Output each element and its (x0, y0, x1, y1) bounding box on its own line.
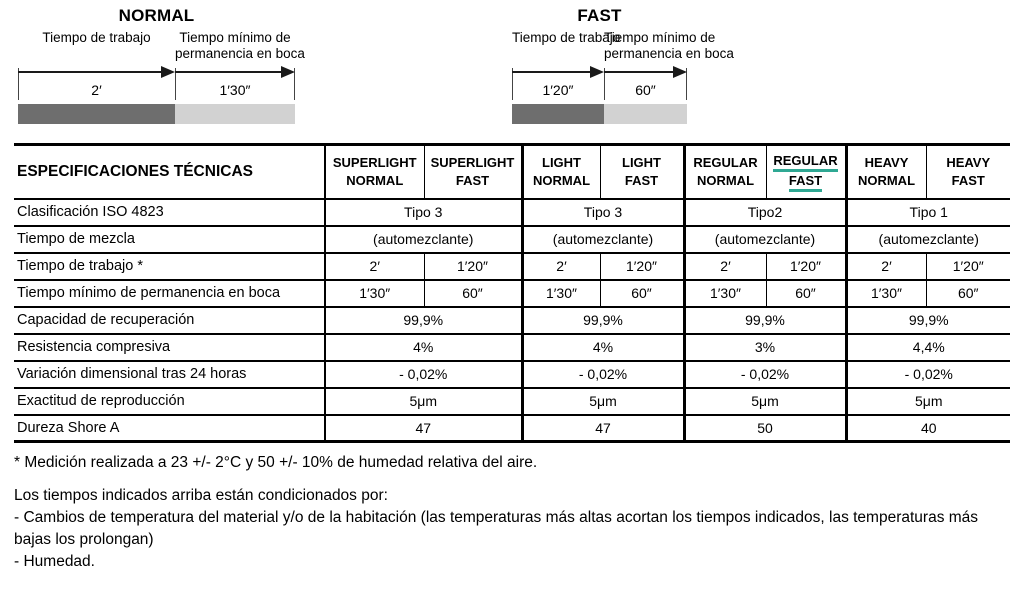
column-header-light-fast: LIGHT FAST (599, 144, 684, 200)
column-header-heavy-fast: HEAVY FAST (925, 144, 1010, 200)
diagram-labels: Tiempo de trabajo Tiempo mínimo de perma… (18, 30, 305, 66)
tick-middle (175, 68, 176, 100)
column-header-heavy-normal: HEAVY NORMAL (844, 144, 926, 200)
table-row-reproduction-accuracy: Exactitud de reproducción 5μm 5μm 5μm 5μ… (14, 387, 1010, 416)
working-time-bar (512, 104, 604, 124)
condition-temperature: - Cambios de temperatura del material y/… (14, 509, 979, 548)
column-header-light-normal: LIGHT NORMAL (520, 144, 600, 200)
spec-table-container: ESPECIFICACIONES TÉCNICAS SUPERLIGHT NORM… (14, 143, 1010, 443)
tick-start (18, 68, 19, 100)
working-time-value: 2′ (91, 82, 102, 98)
arrow-right-icon (175, 66, 295, 78)
condition-humidity: - Humedad. (14, 553, 95, 570)
mouth-time-bar (604, 104, 687, 124)
table-row-recovery: Capacidad de recuperación 99,9% 99,9% 99… (14, 306, 1010, 335)
arrow-right-icon (512, 66, 604, 78)
arrow-right-icon (604, 66, 687, 78)
measurement-note: * Medición realizada a 23 +/- 2°C y 50 +… (14, 454, 538, 471)
conditions-intro: Los tiempos indicados arriba están condi… (14, 487, 388, 504)
mouth-time-label: Tiempo mínimo de permanencia en boca (175, 30, 305, 61)
tick-start (512, 68, 513, 100)
diagram-axis: 1′20″ 60″ (512, 66, 687, 102)
tick-end (686, 68, 687, 100)
mouth-time-bar (175, 104, 295, 124)
table-row-working-time: Tiempo de trabajo * 2′ 1′20″ 2′ 1′20″ 2′… (14, 252, 1010, 281)
footnotes: * Medición realizada a 23 +/- 2°C y 50 +… (14, 452, 1016, 573)
table-row-mixing-time: Tiempo de mezcla (automezclante) (autome… (14, 225, 1010, 254)
table-row-mouth-time: Tiempo mínimo de permanencia en boca 1′3… (14, 279, 1010, 308)
table-row-dimensional-variation: Variación dimensional tras 24 horas - 0,… (14, 360, 1010, 389)
working-time-bar (18, 104, 175, 124)
timeline-diagram-fast: FAST Tiempo de trabajo Tiempo mínimo de … (512, 6, 734, 124)
working-time-label: Tiempo de trabajo (42, 30, 151, 45)
diagram-labels: Tiempo de trabajo Tiempo mínimo de perma… (512, 30, 734, 66)
working-time-value: 1′20″ (542, 82, 574, 98)
diagram-title-normal: NORMAL (118, 6, 195, 25)
tick-middle (604, 68, 605, 100)
spec-table: ESPECIFICACIONES TÉCNICAS SUPERLIGHT NORM… (14, 143, 1010, 443)
column-header-superlight-fast: SUPERLIGHT FAST (423, 144, 522, 200)
timeline-bar (18, 104, 295, 124)
diagram-axis: 2′ 1′30″ (18, 66, 295, 102)
header-row: ESPECIFICACIONES TÉCNICAS SUPERLIGHT NORM… (14, 144, 1010, 200)
table-title: ESPECIFICACIONES TÉCNICAS (14, 144, 325, 200)
mouth-time-label: Tiempo mínimo de permanencia en boca (604, 30, 734, 61)
tick-end (294, 68, 295, 100)
column-header-regular-normal: REGULAR NORMAL (682, 144, 766, 200)
column-header-superlight-normal: SUPERLIGHT NORMAL (324, 144, 424, 200)
table-row-shore-hardness: Dureza Shore A 47 47 50 40 (14, 414, 1010, 443)
mouth-time-value: 60″ (635, 82, 656, 98)
table-row-compressive-resistance: Resistencia compresiva 4% 4% 3% 4,4% (14, 333, 1010, 362)
working-time-label: Tiempo de trabajo (512, 30, 621, 45)
arrow-right-icon (18, 66, 175, 78)
column-header-regular-fast-highlighted: REGULAR FAST (765, 144, 846, 200)
mouth-time-value: 1′30″ (219, 82, 251, 98)
timeline-bar (512, 104, 687, 124)
diagram-title-fast: FAST (577, 6, 622, 25)
timeline-diagram-normal: NORMAL Tiempo de trabajo Tiempo mínimo d… (18, 6, 305, 124)
table-row-iso-classification: Clasificación ISO 4823 Tipo 3 Tipo 3 Tip… (14, 198, 1010, 227)
